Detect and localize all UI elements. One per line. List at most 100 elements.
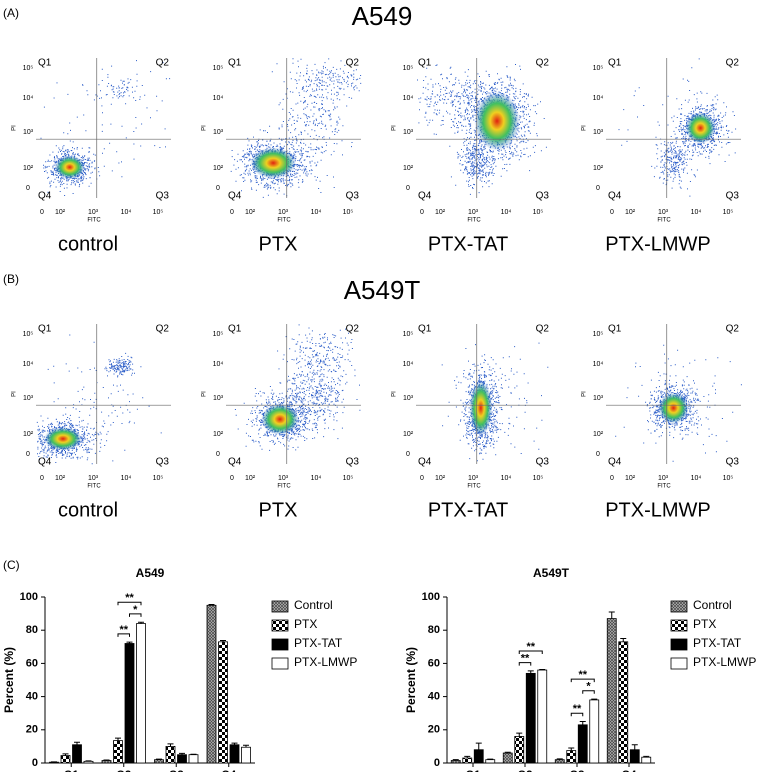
significance-label: * [586, 681, 591, 693]
quadrant-label: Q4 [418, 191, 432, 202]
x-tick-label: 10³ [658, 209, 669, 216]
event-dots [234, 324, 361, 451]
quadrant-label: Q1 [418, 58, 432, 69]
bar [229, 744, 240, 764]
x-tick-label: Q1 [466, 769, 481, 772]
plot-name: PTX-LMWP [605, 499, 711, 521]
y-tick-label: 0 [406, 451, 410, 458]
significance-bracket [129, 613, 142, 617]
error-bar [179, 752, 185, 755]
error-bar [504, 751, 511, 754]
y-tick-label: 10⁴ [593, 361, 604, 368]
x-tick-label: 10² [435, 209, 446, 216]
y-tick-label: 20 [428, 724, 440, 736]
x-tick-label: 10³ [88, 209, 99, 216]
x-tick-label: 10⁵ [343, 475, 354, 482]
quadrant-label: Q1 [418, 324, 432, 335]
event-dots [230, 58, 362, 198]
y-tick-label: 20 [26, 724, 38, 736]
bar [577, 724, 588, 764]
x-axis-label: FITC [87, 484, 101, 490]
x-tick-label: Q2 [518, 769, 533, 772]
x-tick-label: Q3 [570, 769, 585, 772]
quadrant-label: Q2 [536, 324, 550, 335]
error-bar [167, 743, 174, 747]
y-tick-label: 0 [216, 451, 220, 458]
significance-label: ** [521, 652, 530, 664]
y-tick-label: 10² [23, 165, 34, 172]
significance-bracket [570, 678, 595, 683]
x-tick-label: 10³ [88, 475, 99, 482]
event-dots [618, 58, 737, 197]
quadrant-label: Q4 [418, 457, 432, 468]
legend-swatch [670, 657, 688, 670]
y-axis-label: Percent (%) [404, 647, 418, 713]
y-tick-label: 60 [428, 657, 440, 669]
x-tick-label: 10² [625, 209, 636, 216]
y-axis-label: PI [582, 391, 588, 397]
significance-label: ** [573, 703, 582, 715]
panel-title: A549 [352, 1, 413, 31]
y-tick-label: 10³ [593, 395, 604, 402]
bar [589, 699, 600, 764]
significance-bracket [117, 601, 142, 606]
y-tick-label: 0 [216, 185, 220, 192]
y-tick-label: 10³ [23, 129, 34, 136]
x-tick-label: 0 [610, 209, 614, 216]
bar [641, 756, 652, 764]
bar [241, 746, 251, 764]
x-tick-label: 10⁴ [691, 475, 702, 482]
x-tick-label: 10⁴ [691, 209, 702, 216]
x-axis-label: FITC [657, 484, 671, 490]
error-bar [452, 759, 459, 761]
x-tick-label: 10³ [468, 209, 479, 216]
y-axis-label: PI [12, 125, 18, 131]
error-bar [591, 698, 598, 700]
quadrant-label: Q2 [346, 324, 360, 335]
significance-label: * [133, 604, 138, 616]
density-core [250, 147, 296, 179]
y-tick-label: 10⁵ [593, 65, 604, 72]
plot-name: PTX [259, 233, 298, 255]
y-tick-label: 10⁴ [23, 95, 34, 102]
plot-name: PTX-TAT [428, 233, 508, 255]
x-tick-label: 10⁵ [343, 209, 354, 216]
y-tick-label: 40 [26, 691, 38, 703]
bar [113, 740, 123, 764]
significance-label: ** [578, 669, 587, 681]
y-tick-label: 10² [213, 431, 224, 438]
y-tick-label: 10³ [23, 395, 34, 402]
legend-swatch [271, 600, 289, 613]
y-axis-label: PI [582, 125, 588, 131]
bar [60, 755, 71, 764]
y-tick-label: 10⁵ [593, 331, 604, 338]
flow-plot: Q1 Q2 Q3 Q4 0 10² 10³ 10⁴ 10⁵ FITC 10⁵ 10⁴ 10³ 10² 0 PI… [392, 324, 551, 521]
y-tick-label: 40 [428, 691, 440, 703]
x-axis-label: FITC [87, 218, 101, 224]
x-tick-label: 10³ [468, 475, 479, 482]
quadrant-label: Q3 [156, 457, 170, 468]
y-tick-label: 0 [596, 185, 600, 192]
error-bar [579, 721, 586, 725]
x-tick-label: 0 [420, 475, 424, 482]
bar [124, 643, 135, 764]
density-core [469, 380, 493, 436]
event-dots [441, 342, 549, 465]
y-tick-label: 0 [26, 451, 30, 458]
y-tick-label: 60 [26, 657, 38, 669]
error-bar [126, 641, 133, 644]
quadrant-label: Q4 [38, 457, 52, 468]
y-tick-label: 0 [596, 451, 600, 458]
bar [101, 760, 112, 764]
bar [218, 641, 228, 764]
density-core [685, 112, 716, 144]
quadrant-label: Q3 [156, 191, 170, 202]
error-bar [231, 742, 238, 745]
plot-name: control [58, 499, 118, 521]
x-tick-label: 10⁵ [533, 209, 544, 216]
bar [165, 746, 176, 764]
plot-name: PTX-TAT [428, 499, 508, 521]
significance-label: ** [526, 641, 535, 653]
quadrant-label: Q1 [228, 58, 242, 69]
